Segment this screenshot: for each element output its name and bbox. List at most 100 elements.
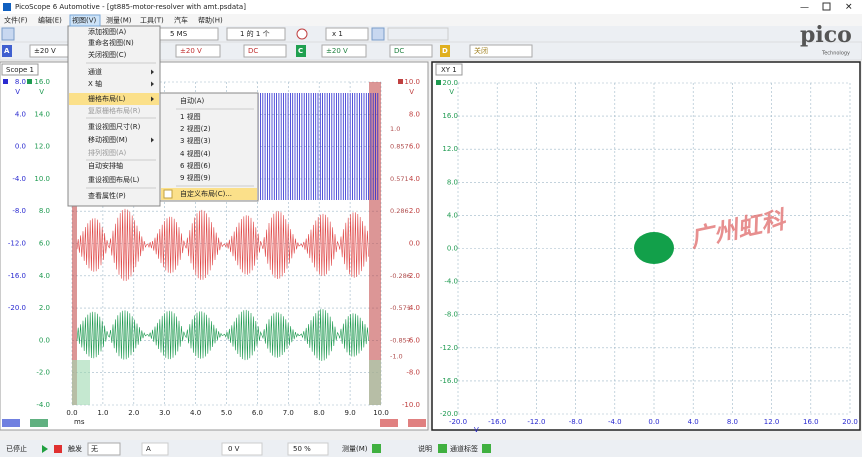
xy-tab[interactable] (435, 63, 463, 76)
channel-c-trace (76, 309, 369, 362)
x-axis-label: 2.0 (128, 409, 139, 417)
menu-item[interactable]: 通道 (88, 67, 102, 76)
submenu-item[interactable]: 4 视图(4) (180, 149, 211, 158)
channel-c-coupling[interactable] (389, 44, 433, 58)
submenu-item[interactable]: 自动(A) (180, 96, 205, 105)
trigger-mode-box[interactable] (87, 442, 121, 456)
channel-c-range-text: ±20 V (326, 47, 348, 55)
close[interactable]: ✕ (845, 3, 853, 13)
menu-item[interactable]: 排列视图(A) (88, 148, 127, 157)
menu-item[interactable]: 添加视图(A) (88, 27, 127, 36)
menu-item[interactable]: 编辑(E) (38, 16, 62, 25)
zoom-tools[interactable] (387, 27, 449, 41)
y-axis-label: 4.0 (409, 175, 420, 183)
stop-button[interactable] (54, 445, 62, 453)
notes-toggle[interactable] (438, 444, 447, 453)
menu-item[interactable]: 查看属性(P) (88, 191, 126, 200)
menu-panel (67, 25, 161, 207)
menu-active (69, 14, 101, 27)
status-state: 已停止 (6, 444, 27, 453)
menu-item[interactable]: 工具(T) (140, 17, 164, 25)
menu-item[interactable]: 测量(M) (106, 17, 132, 25)
trigger-level-box[interactable] (221, 442, 263, 456)
add-measurement[interactable] (372, 444, 381, 453)
scope-mode-button[interactable] (1, 27, 15, 41)
pointer-tool[interactable] (371, 27, 385, 41)
x-axis-label: -16.0 (488, 418, 506, 426)
reference-axis-label: -0.571 (390, 304, 411, 312)
y-axis-label: 10.0 (404, 78, 420, 86)
y-axis-unit: V (449, 88, 454, 96)
x-axis-label: -8.0 (569, 418, 583, 426)
submenu-item[interactable]: 9 视图(9) (180, 173, 211, 182)
submenu-item[interactable]: 2 视图(2) (180, 124, 211, 133)
submenu-item[interactable]: 自定义布局(C)... (180, 189, 232, 198)
submenu-item[interactable]: 3 视图(3) (180, 136, 211, 145)
channel-labels-toggle[interactable] (482, 444, 491, 453)
pico-tagline: Technology (821, 51, 850, 57)
channel-b-coupling[interactable] (243, 44, 287, 58)
run-button[interactable] (42, 445, 48, 453)
menu-item[interactable]: 帮助(H) (198, 16, 223, 25)
status-trigger-channel: A (146, 445, 151, 453)
y-axis-label: 8.0 (447, 178, 458, 186)
menu-item[interactable]: 重命名视图(N) (88, 38, 134, 47)
scope-tab[interactable] (1, 63, 39, 76)
y-axis-label: 14.0 (34, 110, 50, 118)
xy-plot: 20.0 -20.0 16.0 -16.0 12.0 -12.0 8.0 -8.0 4.0 -4.… (436, 79, 858, 434)
y-axis-label: 10.0 (34, 175, 50, 183)
reference-axis-label: 0.286 (390, 207, 409, 215)
menu-item[interactable]: 重设视图尺寸(R) (88, 122, 141, 131)
axis-offset-bar (380, 419, 398, 427)
channel-d-range[interactable] (469, 44, 533, 58)
menu-item[interactable]: 汽车 (174, 16, 188, 25)
submenu-check (163, 189, 173, 199)
submenu-arrow (151, 81, 154, 87)
minimize[interactable]: — (800, 3, 809, 13)
submenu-panel (159, 92, 259, 202)
menu-item[interactable]: X 轴 (88, 79, 102, 88)
title-bar (0, 0, 862, 14)
channel-a-marker (3, 79, 8, 84)
window-title: PicoScope 6 Automotive - [gt885-motor-re… (15, 3, 246, 11)
trigger-position-box[interactable] (287, 442, 329, 456)
x-axis-unit: ms (74, 418, 85, 426)
buffer-box[interactable] (226, 27, 286, 41)
y-axis-label: -8.0 (444, 311, 458, 319)
menu-item[interactable]: 重设视图布局(L) (88, 175, 140, 184)
y-axis-unit: V (15, 88, 20, 96)
menu-item[interactable]: 视图(V) (72, 16, 97, 25)
menu-item[interactable]: 栅格布局(L) (88, 94, 126, 103)
y-axis-label: 6.0 (409, 143, 420, 151)
y-axis-label: -6.0 (406, 336, 420, 344)
submenu-item[interactable]: 6 视图(6) (180, 161, 211, 170)
y-axis-label: -10.0 (402, 401, 420, 409)
menu-item[interactable]: 文件(F) (4, 16, 28, 25)
axis-offset-bar (2, 419, 20, 427)
menu-item[interactable]: 复原栅格布局(R) (88, 106, 141, 115)
menu-item[interactable]: 自动安排轴 (88, 161, 123, 170)
y-axis-label: -12.0 (440, 344, 458, 352)
xy-tab-label: XY 1 (441, 66, 457, 74)
menu-item[interactable]: 关闭视图(C) (88, 50, 127, 59)
timebase: 5 MS (170, 30, 188, 38)
menu-item[interactable]: 移动视图(M) (88, 135, 128, 144)
channel-c-marker (27, 79, 32, 84)
y-axis-label: -20.0 (440, 410, 458, 418)
zoom-box[interactable] (325, 27, 369, 41)
trigger-channel-box[interactable] (141, 442, 169, 456)
maximize[interactable] (822, 2, 831, 11)
auto-setup[interactable] (296, 28, 308, 40)
y-axis-label: 20.0 (442, 79, 458, 87)
y-axis-label: -12.0 (8, 240, 26, 248)
channel-c-letter: C (298, 47, 303, 55)
channel-b-range[interactable] (175, 44, 221, 58)
x-axis-label: 6.0 (252, 409, 263, 417)
channel-c-coupling-text: DC (394, 47, 404, 55)
channel-a-range-text: ±20 V (34, 47, 56, 55)
channel-c-range[interactable] (321, 44, 367, 58)
channel-a-letter: A (4, 47, 10, 55)
submenu-item[interactable]: 1 视图 (180, 112, 201, 121)
timebase-box[interactable] (159, 27, 219, 41)
